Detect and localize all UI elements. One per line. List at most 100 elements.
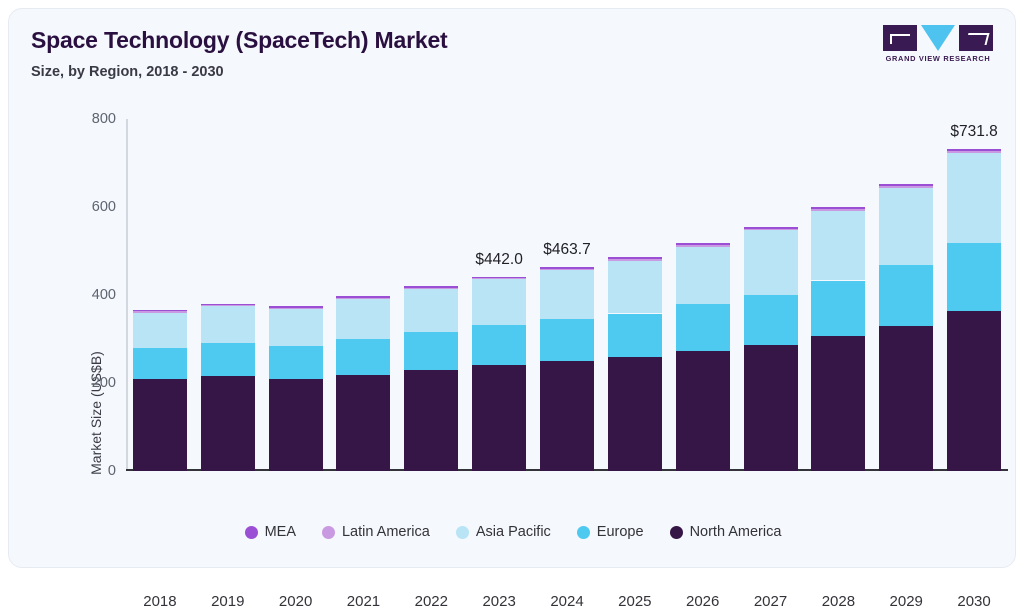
bar-segment[interactable] (675, 304, 730, 352)
bar-segment[interactable] (200, 306, 255, 344)
bar-segment[interactable] (472, 325, 527, 366)
legend-item-mea[interactable]: MEA (244, 524, 296, 540)
legend-item-europe[interactable]: Europe (576, 524, 644, 540)
bar-segment[interactable] (336, 298, 391, 340)
bar-stack[interactable] (540, 119, 594, 471)
bar-segment[interactable] (132, 312, 187, 348)
bar-segment[interactable] (404, 288, 459, 332)
bar-segment[interactable] (879, 185, 934, 189)
bar-segment[interactable] (268, 306, 323, 308)
bar-stack[interactable] (200, 119, 255, 471)
bar-segment[interactable] (607, 258, 662, 261)
bar-segment[interactable] (472, 365, 527, 471)
bar-segment[interactable] (404, 370, 459, 471)
bar-segment[interactable] (675, 246, 730, 305)
legend-item-asia-pacific[interactable]: Asia Pacific (455, 524, 551, 540)
bar-segment[interactable] (540, 266, 594, 269)
bar-segment[interactable] (200, 376, 255, 471)
bar-segment[interactable] (947, 311, 1002, 471)
legend-item-north-america[interactable]: North America (669, 524, 781, 540)
bar-stack[interactable] (947, 119, 1002, 471)
plot-area: Market Size (US$B) 0 200 400 600 800 2018 201… (88, 111, 1008, 610)
bar-segment[interactable] (540, 269, 594, 320)
bar-segment[interactable] (132, 309, 187, 312)
bar-segment[interactable] (472, 277, 527, 280)
bar-segment[interactable] (336, 297, 391, 299)
bar-segment[interactable] (811, 336, 866, 471)
x-axis-tick-label: 2020 (278, 593, 313, 610)
legend-color-swatch (669, 525, 683, 539)
bar-segment[interactable] (675, 351, 730, 471)
bar-segment[interactable] (540, 319, 594, 361)
grand-view-research-logo: GRAND VIEW RESEARCH (883, 25, 993, 71)
bar-segment[interactable] (811, 211, 866, 281)
bar-segment[interactable] (268, 307, 323, 310)
logo-mark (883, 25, 993, 51)
bar-segment[interactable] (607, 260, 662, 314)
bar-segment[interactable] (336, 296, 391, 298)
bar-stack[interactable] (268, 119, 323, 471)
bar-segment[interactable] (404, 286, 459, 288)
bar-segment[interactable] (947, 153, 1002, 244)
bar-segment[interactable] (743, 228, 798, 231)
bar-stack[interactable] (675, 119, 730, 471)
y-axis-tick-label: 200 (91, 375, 116, 391)
bar-segment[interactable] (404, 287, 459, 289)
bar-segment[interactable] (675, 244, 730, 247)
bar-segment[interactable] (472, 279, 527, 326)
bar-segment[interactable] (607, 313, 662, 358)
bar-segment[interactable] (947, 149, 1002, 151)
page-subtitle: Size, by Region, 2018 - 2030 (31, 64, 224, 80)
bar-segment[interactable] (472, 276, 527, 278)
logo-v-triangle-icon (921, 25, 955, 51)
legend-item-latin-america[interactable]: Latin America (321, 524, 430, 540)
bar-segment[interactable] (336, 339, 391, 375)
bar-segment[interactable] (132, 347, 187, 380)
bar-segment[interactable] (879, 265, 934, 326)
bar-segment[interactable] (200, 305, 255, 307)
bar-segment[interactable] (200, 303, 255, 306)
bar-segment[interactable] (132, 311, 187, 313)
bar-segment[interactable] (879, 183, 934, 186)
bar-segment[interactable] (607, 357, 662, 471)
bar-segment[interactable] (811, 280, 866, 337)
bar-segment[interactable] (811, 207, 866, 210)
bar-segment[interactable] (675, 243, 730, 245)
legend-color-swatch (321, 525, 335, 539)
bar-segment[interactable] (743, 226, 798, 229)
bar-segment[interactable] (540, 361, 594, 471)
bar-segment[interactable] (743, 294, 798, 345)
bar-segment[interactable] (947, 243, 1002, 312)
bar-stack[interactable] (404, 119, 459, 471)
bar-stack[interactable] (336, 119, 391, 471)
bar-segment[interactable] (404, 331, 459, 371)
x-axis-tick-label: 2019 (211, 593, 245, 610)
bar-stack[interactable] (607, 119, 662, 471)
y-axis-tick-label: 800 (91, 111, 116, 127)
bar-segment[interactable] (811, 209, 866, 212)
x-axis-tick-label: 2022 (414, 593, 448, 610)
bar-segment[interactable] (200, 343, 255, 377)
bar-segment[interactable] (132, 379, 187, 471)
x-axis-tick-label: 2025 (618, 593, 652, 610)
y-axis-tick-label: 400 (91, 287, 116, 303)
bar-stack[interactable] (811, 119, 866, 471)
bar-stack[interactable] (132, 119, 187, 471)
bar-stack[interactable] (743, 119, 798, 471)
bar-segment[interactable] (879, 325, 934, 471)
bar-segment[interactable] (743, 344, 798, 471)
bar-segment[interactable] (947, 150, 1002, 154)
bar-value-label: $463.7 (543, 240, 591, 258)
bar-segment[interactable] (336, 374, 391, 471)
bar-stack[interactable] (472, 119, 527, 471)
bar-segment[interactable] (743, 230, 798, 295)
bar-segment[interactable] (268, 309, 323, 347)
bar-segment[interactable] (268, 346, 323, 379)
bar-segment[interactable] (607, 257, 662, 259)
bar-stack[interactable] (879, 119, 934, 471)
bar-segment[interactable] (268, 378, 323, 471)
logo-r-icon (959, 25, 993, 51)
logo-g-icon (883, 25, 917, 51)
bar-segment[interactable] (540, 268, 594, 270)
bar-segment[interactable] (879, 188, 934, 266)
